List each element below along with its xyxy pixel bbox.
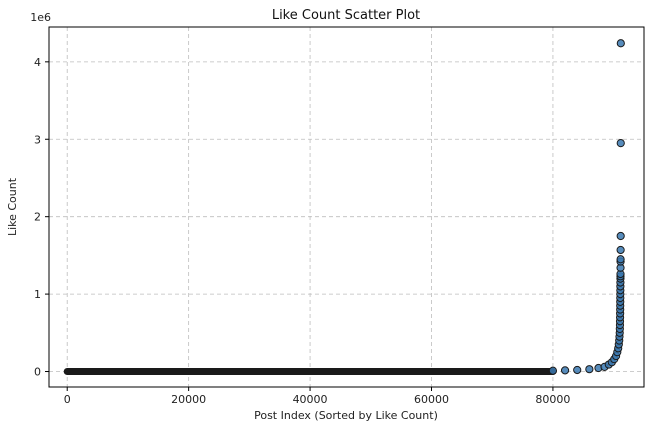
y-axis-offset-text: 1e6	[30, 11, 51, 24]
y-axis-title: Like Count	[6, 177, 19, 236]
y-axis: 0 1 2 3 4	[34, 56, 49, 379]
scatter-point	[616, 245, 625, 255]
scatter-point	[585, 365, 594, 374]
y-tick-label: 3	[34, 133, 41, 146]
y-tick-label: 4	[34, 56, 41, 69]
x-tick-label: 40000	[293, 393, 328, 406]
x-axis: 0 20000 40000 60000 80000	[64, 387, 570, 406]
y-tick-label: 1	[34, 288, 41, 301]
scatter-point	[548, 366, 558, 375]
scatter-point	[616, 139, 625, 148]
x-axis-title: Post Index (Sorted by Like Count)	[254, 409, 438, 422]
x-tick-label: 0	[64, 393, 71, 406]
x-tick-label: 20000	[171, 393, 206, 406]
grid	[49, 27, 644, 387]
plot-area-frame	[48, 26, 645, 388]
scatter-point	[560, 366, 570, 375]
scatter-point	[616, 39, 625, 48]
chart-title: Like Count Scatter Plot	[272, 8, 420, 23]
y-tick-label: 2	[34, 211, 41, 224]
scatter-point	[616, 231, 625, 241]
y-tick-label: 0	[34, 366, 41, 379]
data-points	[548, 39, 625, 375]
scatter-point	[573, 365, 582, 375]
x-tick-label: 80000	[535, 393, 570, 406]
x-tick-label: 60000	[414, 393, 449, 406]
scatter-point	[616, 255, 625, 264]
